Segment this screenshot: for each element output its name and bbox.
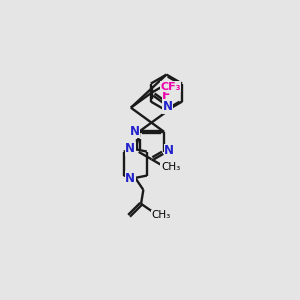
Text: CH₃: CH₃	[161, 162, 180, 172]
Text: N: N	[130, 125, 140, 138]
Text: CF₃: CF₃	[160, 82, 181, 92]
Text: N: N	[162, 100, 172, 113]
Text: N: N	[125, 142, 135, 155]
Text: N: N	[164, 144, 174, 157]
Text: F: F	[162, 89, 171, 102]
Text: CH₃: CH₃	[151, 210, 170, 220]
Text: N: N	[125, 172, 135, 185]
